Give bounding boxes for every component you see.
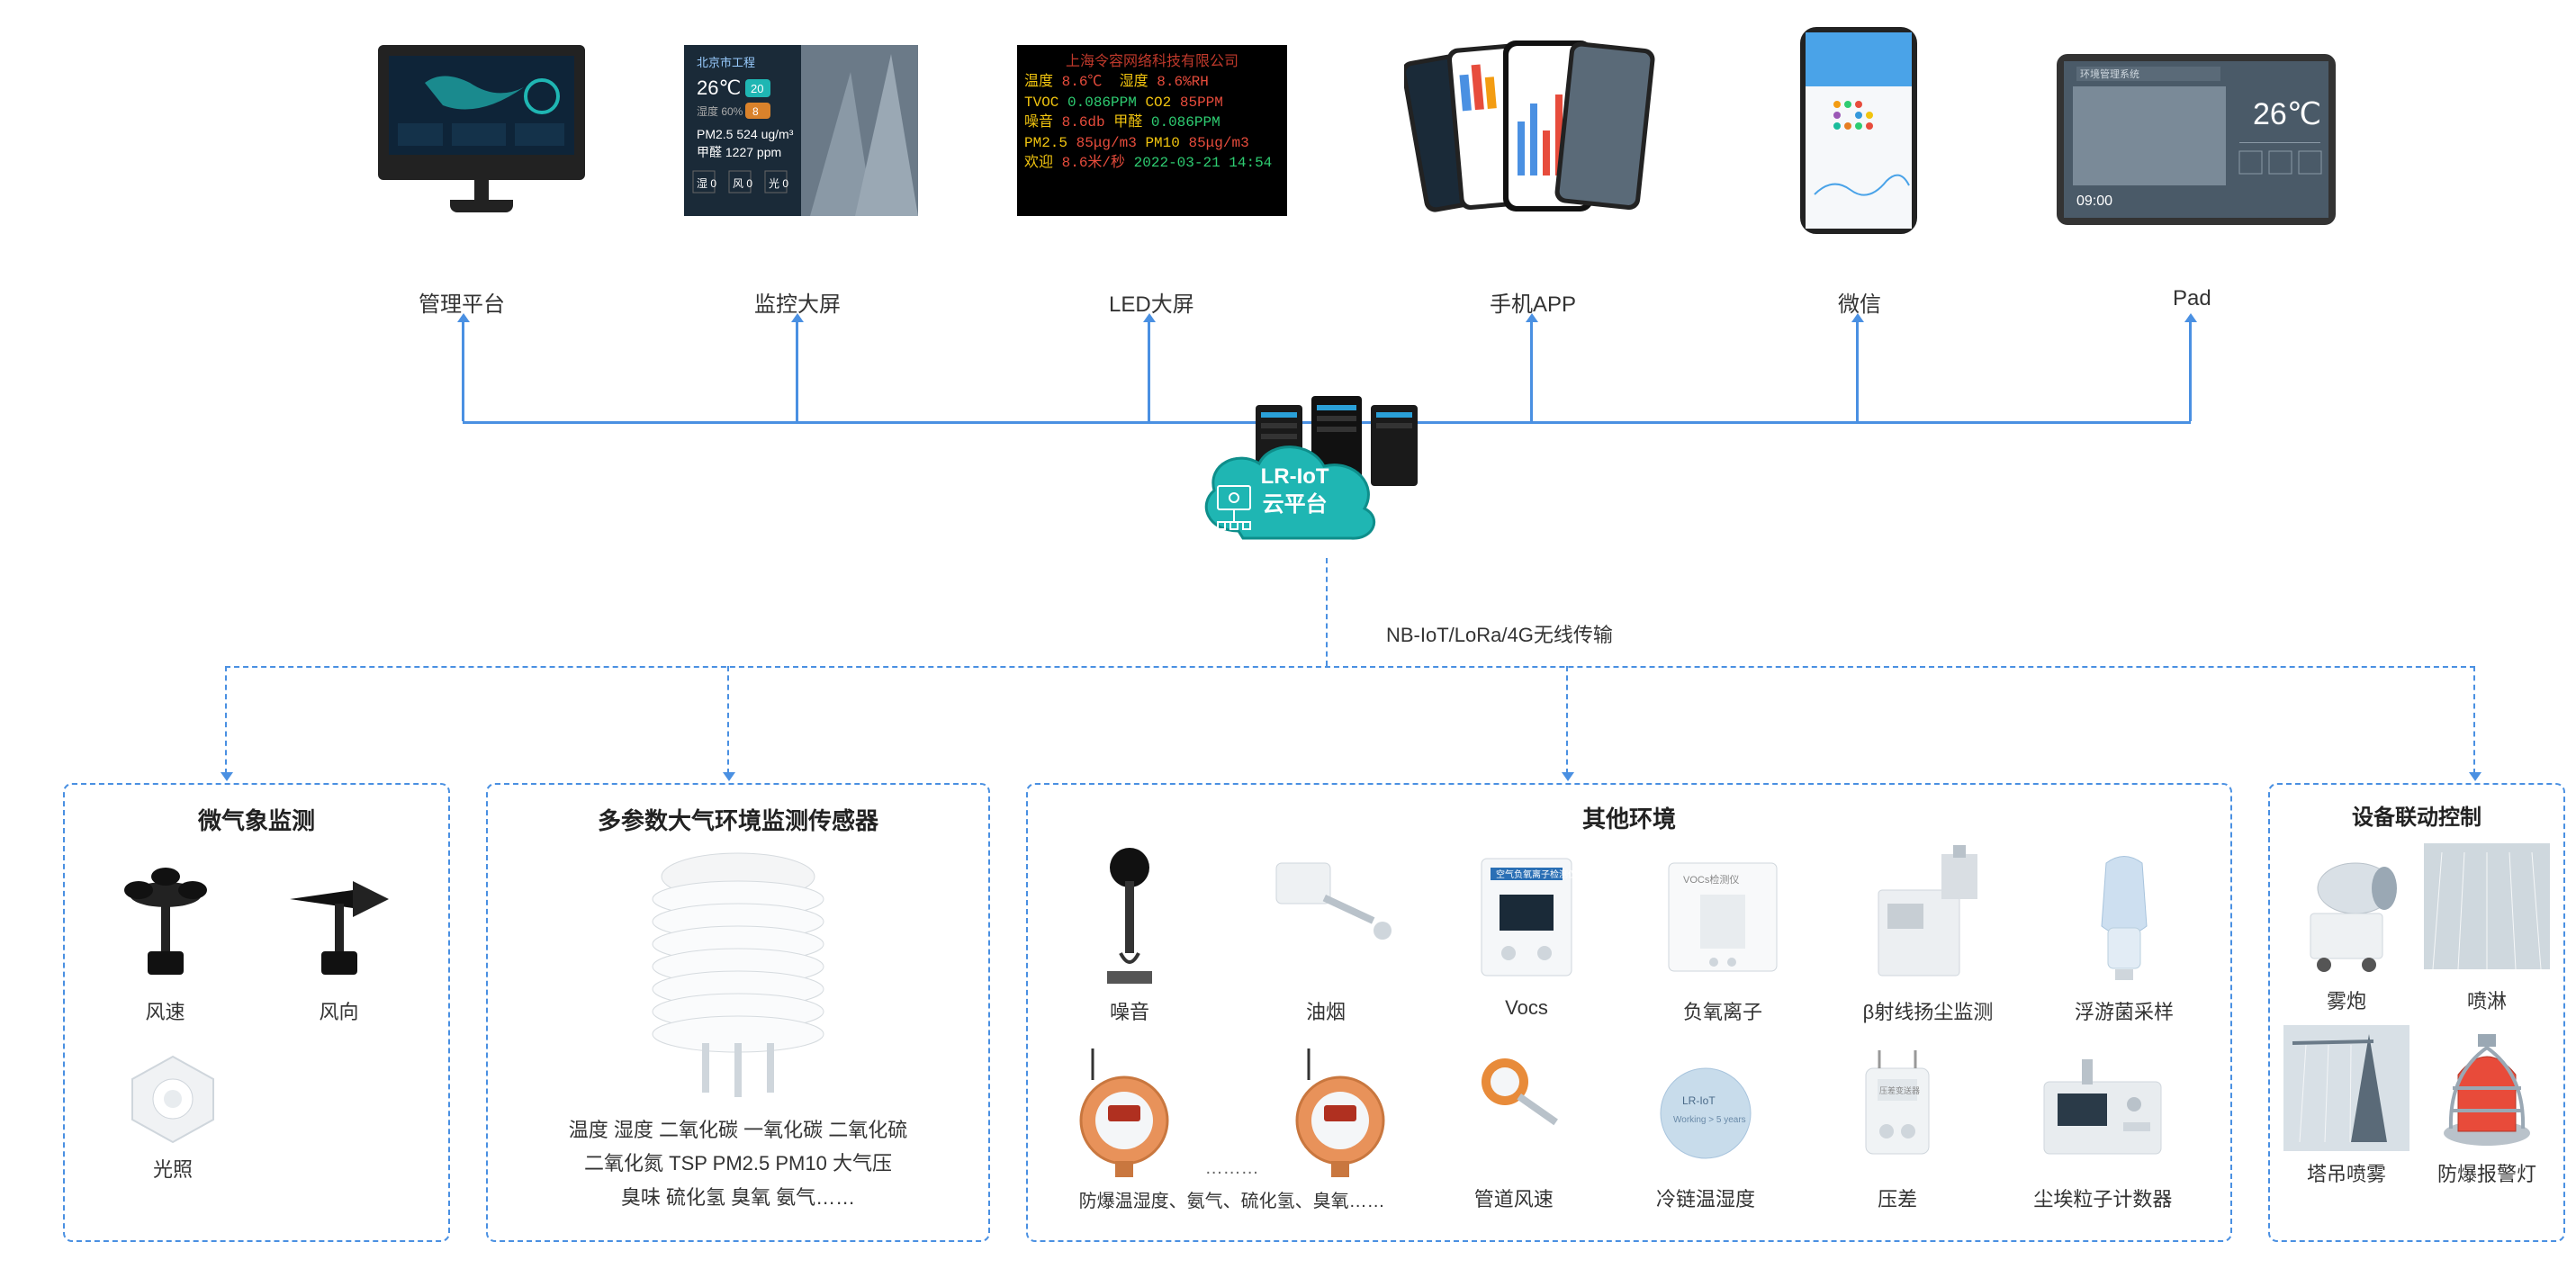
sensor-vocs: 空气负氧离子检测仪 Vocs xyxy=(1464,845,1590,1020)
wechat-screen-icon xyxy=(1806,32,1912,229)
svg-text:PM2.5 524 ug/m³: PM2.5 524 ug/m³ xyxy=(697,127,794,141)
group-linkage-title: 设备联动控制 xyxy=(2281,799,2553,831)
actuator-fog-cannon: 雾炮 xyxy=(2283,843,2409,1014)
fog-cannon-icon xyxy=(2283,843,2409,978)
smoke-sensor-icon xyxy=(1249,845,1402,989)
group-other-env: 其他环境 噪音 油烟 空气负氧离子检测仪 xyxy=(1026,783,2232,1242)
pressure-diff-icon: 压差变送器 xyxy=(1834,1041,1960,1176)
vocs-sensor-icon: 空气负氧离子检测仪 xyxy=(1464,845,1590,989)
actuator-alarm: 防爆报警灯 xyxy=(2424,1025,2550,1187)
sensor-wind-speed: 风速 xyxy=(107,854,224,1025)
phone-app-icon xyxy=(1404,27,1656,225)
pad-screen-icon: 环境管理系统 26℃ 09:00 xyxy=(2064,61,2328,218)
duct-wind-icon xyxy=(1451,1041,1577,1176)
svg-text:北京市工程: 北京市工程 xyxy=(697,56,755,69)
tower-spray-icon xyxy=(2283,1025,2409,1151)
particle-counter-icon xyxy=(2026,1041,2179,1176)
explosion-sensor-icon-2 xyxy=(1277,1044,1403,1179)
cloud-platform: LR-IoT 云平台 xyxy=(1189,432,1387,558)
louvre-sensor-icon xyxy=(630,845,846,1106)
group-micro-weather: 微气象监测 风速 风向 xyxy=(63,783,450,1242)
group-linkage: 设备联动控制 雾炮 喷淋 xyxy=(2268,783,2565,1242)
noise-sensor-icon xyxy=(1071,845,1188,989)
multi-params-text: 温度 湿度 二氧化碳 一氧化碳 二氧化硫 二氧化氮 TSP PM2.5 PM10… xyxy=(506,1113,970,1214)
dash-down-4 xyxy=(2473,666,2475,774)
sensor-negative-ion: VOCs检测仪 负氧离子 xyxy=(1651,845,1795,1025)
svg-text:光 0: 光 0 xyxy=(769,177,788,190)
dash-horizontal-bus xyxy=(225,666,2475,668)
device-pad: 环境管理系统 26℃ 09:00 xyxy=(2057,54,2336,225)
device-monitoring-screen: 北京市工程 26℃ 20 湿度 60% 8 PM2.5 524 ug/m³ 甲醛… xyxy=(684,45,918,216)
dash-cloud-down xyxy=(1326,558,1328,666)
group-other-title: 其他环境 xyxy=(1049,801,2209,834)
label-pad: Pad xyxy=(2173,286,2211,311)
svg-text:Working > 5 years: Working > 5 years xyxy=(1673,1115,1746,1125)
dash-down-2 xyxy=(727,666,729,774)
svg-text:甲醛 1227 ppm: 甲醛 1227 ppm xyxy=(697,145,781,159)
group-multi-title: 多参数大气环境监测传感器 xyxy=(506,803,970,836)
led-header: 上海令容网络科技有限公司 xyxy=(1024,52,1280,72)
group-micro-title: 微气象监测 xyxy=(83,803,430,836)
light-sensor-icon xyxy=(110,1039,236,1147)
explosion-sensor-icon-1 xyxy=(1061,1044,1187,1179)
cold-chain-icon: LR-IoT Working > 5 years xyxy=(1643,1041,1769,1176)
alarm-lamp-icon xyxy=(2424,1025,2550,1151)
device-led-screen: 上海令容网络科技有限公司 温度 8.6℃ 湿度 8.6%RH TVOC 0.08… xyxy=(1017,45,1287,216)
svg-text:空气负氧离子检测仪: 空气负氧离子检测仪 xyxy=(1496,868,1577,880)
connector-up-4 xyxy=(1530,320,1533,421)
group-multi-param: 多参数大气环境监测传感器 温度 湿度 二氧化碳 一氧化碳 二氧化硫 二氧化氮 T… xyxy=(486,783,990,1242)
connector-up-5 xyxy=(1856,320,1859,421)
svg-text:09:00: 09:00 xyxy=(2076,194,2112,209)
label-wind-speed: 风速 xyxy=(145,996,185,1025)
sensor-light: 光照 xyxy=(110,1039,236,1183)
sensor-wind-direction: 风向 xyxy=(272,854,407,1025)
svg-text:VOCs检测仪: VOCs检测仪 xyxy=(1683,873,1739,886)
actuator-tower-spray: 塔吊喷雾 xyxy=(2283,1025,2409,1187)
beta-dust-icon xyxy=(1856,845,2000,989)
wind-speed-icon xyxy=(107,854,224,989)
transmission-label: NB-IoT/LoRa/4G无线传输 xyxy=(1386,619,1613,648)
cloud-line1: LR-IoT xyxy=(1261,463,1329,490)
sensor-smoke: 油烟 xyxy=(1249,845,1402,1025)
sensor-beta-dust: β射线扬尘监测 xyxy=(1856,845,2000,1025)
device-wechat xyxy=(1800,27,1917,234)
negative-ion-icon: VOCs检测仪 xyxy=(1651,845,1795,989)
cloud-line2: 云平台 xyxy=(1261,490,1329,518)
dash-down-3 xyxy=(1566,666,1568,774)
spray-icon xyxy=(2424,843,2550,978)
actuator-spray: 喷淋 xyxy=(2424,843,2550,1014)
connector-up-2 xyxy=(796,320,798,421)
sensor-duct-wind: 管道风速 xyxy=(1451,1041,1577,1212)
sensor-pressure-diff: 压差变送器 压差 xyxy=(1834,1041,1960,1212)
svg-text:26℃: 26℃ xyxy=(697,76,741,99)
label-wind-direction: 风向 xyxy=(319,996,358,1025)
monitoring-screen-icon: 北京市工程 26℃ 20 湿度 60% 8 PM2.5 524 ug/m³ 甲醛… xyxy=(684,45,918,216)
dashboard-screen-icon xyxy=(389,56,574,155)
svg-text:8: 8 xyxy=(752,105,759,118)
svg-text:26℃: 26℃ xyxy=(2253,97,2321,131)
plankton-sampler-icon xyxy=(2061,845,2187,989)
wind-direction-icon xyxy=(272,854,407,989)
svg-text:湿 0: 湿 0 xyxy=(697,176,716,190)
svg-text:湿度 60%: 湿度 60% xyxy=(697,104,743,118)
connector-up-6 xyxy=(2189,320,2192,421)
svg-text:风 0: 风 0 xyxy=(733,177,752,190)
label-light: 光照 xyxy=(153,1154,193,1183)
sensor-explosion-proof-multi: ……… 防爆温湿度、氨气、硫化氢、臭氧…… xyxy=(1079,1044,1385,1212)
connector-up-3 xyxy=(1148,320,1150,421)
svg-text:压差变送器: 压差变送器 xyxy=(1879,1085,1920,1095)
sensor-cold-chain: LR-IoT Working > 5 years 冷链温湿度 xyxy=(1643,1041,1769,1212)
svg-text:环境管理系统: 环境管理系统 xyxy=(2080,68,2139,80)
sensor-particle-counter: 尘埃粒子计数器 xyxy=(2026,1041,2179,1212)
svg-text:LR-IoT: LR-IoT xyxy=(1682,1094,1716,1107)
connector-up-1 xyxy=(462,320,464,421)
sensor-plankton: 浮游菌采样 xyxy=(2061,845,2187,1025)
device-management-platform xyxy=(378,45,585,212)
sensor-noise: 噪音 xyxy=(1071,845,1188,1025)
svg-text:20: 20 xyxy=(751,82,763,95)
dash-down-1 xyxy=(225,666,227,774)
device-phone-app xyxy=(1404,27,1656,225)
